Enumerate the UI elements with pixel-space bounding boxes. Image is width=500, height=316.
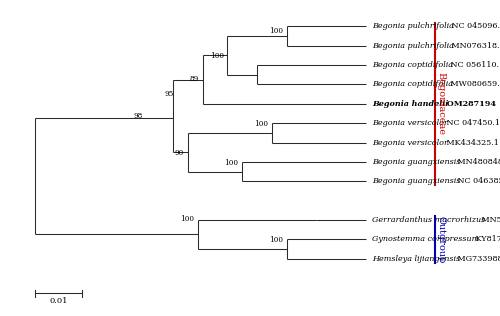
Text: Begonia coptidifolia: Begonia coptidifolia <box>372 81 454 88</box>
Text: MG733988.1: MG733988.1 <box>455 255 500 263</box>
Text: Begonia handelii: Begonia handelii <box>372 100 448 108</box>
Text: Hemsleya lijiangensis: Hemsleya lijiangensis <box>372 255 460 263</box>
Text: MN480848.1: MN480848.1 <box>456 158 500 166</box>
Text: 100: 100 <box>210 52 224 60</box>
Text: Begonia guangxiensis: Begonia guangxiensis <box>372 177 460 185</box>
Text: 90: 90 <box>174 149 184 157</box>
Text: 98: 98 <box>133 112 142 120</box>
Text: Begonia coptidifolia: Begonia coptidifolia <box>372 61 454 69</box>
Text: Begonia versicolor: Begonia versicolor <box>372 138 448 147</box>
Text: 0.01: 0.01 <box>49 297 68 305</box>
Text: 100: 100 <box>224 159 238 167</box>
Text: Begonia versicolor: Begonia versicolor <box>372 119 448 127</box>
Text: Begonia pulchrifolia: Begonia pulchrifolia <box>372 22 454 30</box>
Text: Begonia guangxiensis: Begonia guangxiensis <box>372 158 460 166</box>
Text: NC 056110.1: NC 056110.1 <box>448 61 500 69</box>
Text: 100: 100 <box>180 215 194 223</box>
Text: 95: 95 <box>165 90 174 98</box>
Text: Begonia pulchrifolia: Begonia pulchrifolia <box>372 42 454 50</box>
Text: NC 046385.1: NC 046385.1 <box>456 177 500 185</box>
Text: MW080659.1: MW080659.1 <box>448 81 500 88</box>
Text: NC 047450.1: NC 047450.1 <box>444 119 500 127</box>
Text: Gynostemma compressum: Gynostemma compressum <box>372 235 480 243</box>
Text: Gerrardanthus macrorhizus: Gerrardanthus macrorhizus <box>372 216 486 224</box>
Text: 100: 100 <box>254 120 268 128</box>
Text: KY817143.1: KY817143.1 <box>473 235 500 243</box>
Text: OM287194: OM287194 <box>444 100 496 108</box>
Text: MK434325.1: MK434325.1 <box>444 138 498 147</box>
Text: 89: 89 <box>190 76 199 83</box>
Text: 100: 100 <box>269 27 283 35</box>
Text: 100: 100 <box>269 236 283 244</box>
Text: Begoniaceae: Begoniaceae <box>436 72 446 135</box>
Text: MN076318.1: MN076318.1 <box>450 42 500 50</box>
Text: NC 045096.1: NC 045096.1 <box>450 22 500 30</box>
Text: Outgroup: Outgroup <box>436 216 446 263</box>
Text: MN542407.1: MN542407.1 <box>479 216 500 224</box>
